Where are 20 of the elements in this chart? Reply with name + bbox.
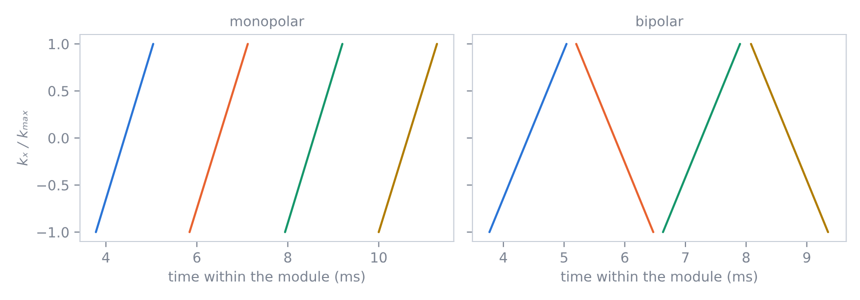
chart-title: bipolar bbox=[636, 16, 684, 30]
y-tick-label: 1.0 bbox=[49, 38, 69, 50]
x-tick-label: 9 bbox=[803, 252, 810, 263]
x-tick-label: 6 bbox=[193, 252, 200, 263]
x-tick-label: 4 bbox=[102, 252, 110, 262]
chart-title: monopolar bbox=[230, 16, 304, 30]
x-tick-label: 7 bbox=[682, 252, 689, 262]
y-axis-title: kₓ / kₘₐₓ bbox=[16, 110, 29, 166]
x-tick-label: 6 bbox=[621, 252, 628, 263]
x-tick-label: 10 bbox=[371, 252, 387, 263]
x-tick-label: 8 bbox=[284, 252, 292, 263]
x-axis-title: time within the module (ms) bbox=[168, 270, 364, 284]
y-tick-label: −0.5 bbox=[37, 180, 68, 191]
x-axis-title: time within the module (ms) bbox=[560, 270, 757, 284]
y-tick-label: −1.0 bbox=[37, 227, 69, 238]
y-tick-label: 0.0 bbox=[48, 132, 69, 144]
x-tick-label: 5 bbox=[560, 252, 568, 263]
y-tick-label: 0.5 bbox=[48, 86, 68, 96]
x-tick-label: 8 bbox=[742, 252, 750, 263]
x-tick-label: 4 bbox=[500, 252, 508, 262]
